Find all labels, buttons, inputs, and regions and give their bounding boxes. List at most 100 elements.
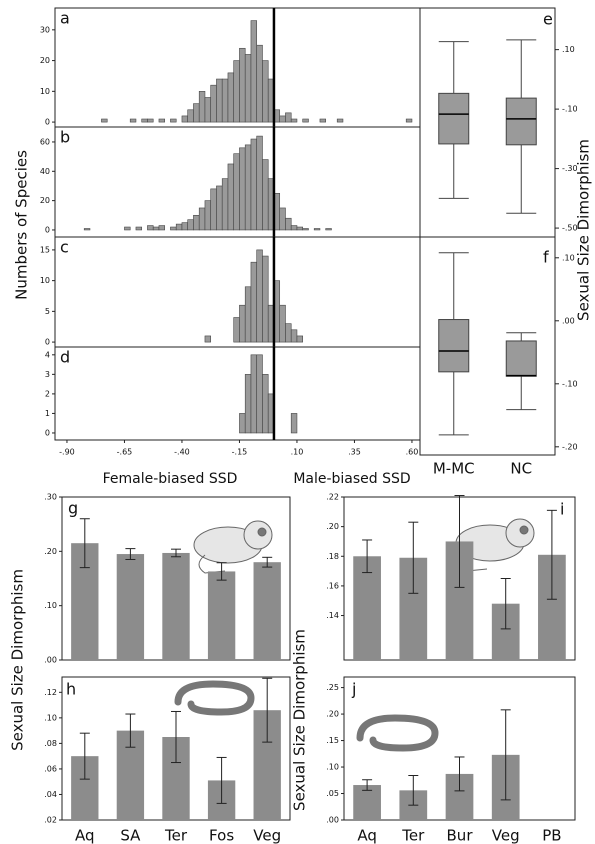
histogram-bar <box>181 222 189 231</box>
frog-head <box>243 520 273 550</box>
histogram-bar <box>250 261 258 343</box>
x-tick-label: Aq <box>75 827 95 844</box>
y-tick-label: 10 <box>40 87 50 96</box>
box <box>505 97 537 146</box>
histogram-bar <box>158 118 166 123</box>
box <box>438 319 470 373</box>
y-tick-label: 60 <box>40 137 50 146</box>
x-tick-label: NC <box>510 460 532 478</box>
y-tick-label: .00 <box>44 656 57 665</box>
y-tick-label: 5 <box>45 307 50 316</box>
histogram-bar <box>124 226 131 231</box>
bar <box>353 556 381 660</box>
panel-letter: f <box>543 248 549 267</box>
y-tick-label: 10 <box>40 276 50 285</box>
caecilian-illustration <box>174 680 255 716</box>
y-tick-label: 2 <box>45 389 50 398</box>
histogram-bar <box>313 228 321 231</box>
histogram-bar <box>233 153 240 231</box>
panel-frame <box>419 236 556 456</box>
y-tick-label: -.10 <box>562 379 578 388</box>
histogram-bar <box>239 304 246 343</box>
histogram-bar <box>250 138 258 231</box>
histogram-bar <box>83 228 91 231</box>
bar <box>353 785 381 820</box>
y-tick-label: 0 <box>45 338 50 347</box>
panel-letter: e <box>543 10 553 29</box>
y-tick-label: .30 <box>44 493 57 502</box>
bar <box>116 554 145 660</box>
histogram-bar <box>204 200 212 231</box>
panel-letter: a <box>60 9 70 28</box>
y-tick-label: .25 <box>326 683 339 692</box>
y-tick-label: .12 <box>44 688 57 697</box>
y-tick-label: .04 <box>44 790 57 799</box>
histogram-bar <box>175 223 183 231</box>
x-tick-label: Veg <box>492 827 520 844</box>
histogram-bar <box>285 217 292 231</box>
y-tick-label: .20 <box>326 710 339 719</box>
histogram-bar <box>285 323 292 343</box>
x-tick-label: Ter <box>401 827 425 844</box>
histogram-bar <box>405 118 413 123</box>
y-tick-label: -.50 <box>562 224 578 233</box>
frog-eye <box>519 525 529 535</box>
x-tick-label: .10 <box>291 448 304 457</box>
histogram-bar <box>239 413 246 434</box>
y-axis-label: Sexual Size Dimorphism <box>9 569 27 751</box>
y-tick-label: .00 <box>326 816 339 825</box>
histogram-bar <box>262 255 269 343</box>
histogram-bar <box>221 78 229 123</box>
x-tick-label: .35 <box>348 448 361 457</box>
histogram-bar <box>256 249 263 343</box>
histogram-bar <box>239 47 246 123</box>
histogram-bar <box>244 286 252 343</box>
frog-eye <box>257 527 267 537</box>
histogram-bar <box>129 118 137 123</box>
y-tick-label: 4 <box>45 350 50 359</box>
y-tick-label: 20 <box>40 196 50 205</box>
histogram-bar <box>250 20 258 123</box>
frog-leg <box>198 554 226 574</box>
x-tick-label: -.90 <box>59 448 75 457</box>
x-tick-label: Bur <box>447 827 474 844</box>
histogram-bar <box>204 97 212 123</box>
y-tick-label: -.20 <box>562 442 578 451</box>
histogram-bar <box>227 72 235 123</box>
histogram-bar <box>279 304 286 343</box>
box <box>505 340 537 377</box>
frog-illustration <box>193 520 273 574</box>
panel-letter: d <box>60 348 70 367</box>
histogram-bar <box>302 228 309 231</box>
histogram-bar <box>204 335 212 343</box>
histogram-bar <box>227 163 235 231</box>
histogram-bar <box>198 91 206 123</box>
y-tick-label: 30 <box>40 25 50 34</box>
histogram-bar <box>279 207 286 231</box>
histogram-bar <box>296 226 304 231</box>
panel-letter: c <box>60 238 69 257</box>
histogram-bar <box>290 413 298 434</box>
histogram-bar <box>147 118 154 123</box>
histogram-bar <box>325 228 332 231</box>
bar <box>253 562 281 660</box>
histogram-bar <box>135 226 143 231</box>
histogram-bar <box>290 225 298 231</box>
histogram-bar <box>193 103 200 123</box>
histogram-bar <box>216 78 223 123</box>
x-tick-label: Ter <box>164 827 188 844</box>
histogram-bar <box>147 225 154 231</box>
y-tick-label: .14 <box>326 611 339 620</box>
histogram-bar <box>302 118 309 123</box>
y-tick-label: .05 <box>326 789 339 798</box>
y-tick-label: .18 <box>326 552 339 561</box>
y-tick-label: .02 <box>44 816 57 825</box>
histogram-bar <box>285 112 292 123</box>
histogram-bar <box>262 60 269 123</box>
histogram-bar <box>233 317 240 343</box>
histogram-bar <box>170 118 177 123</box>
y-tick-label: .06 <box>44 764 57 773</box>
frog-head <box>505 518 535 548</box>
histogram-bar <box>256 135 263 231</box>
histogram-bar <box>244 54 252 123</box>
